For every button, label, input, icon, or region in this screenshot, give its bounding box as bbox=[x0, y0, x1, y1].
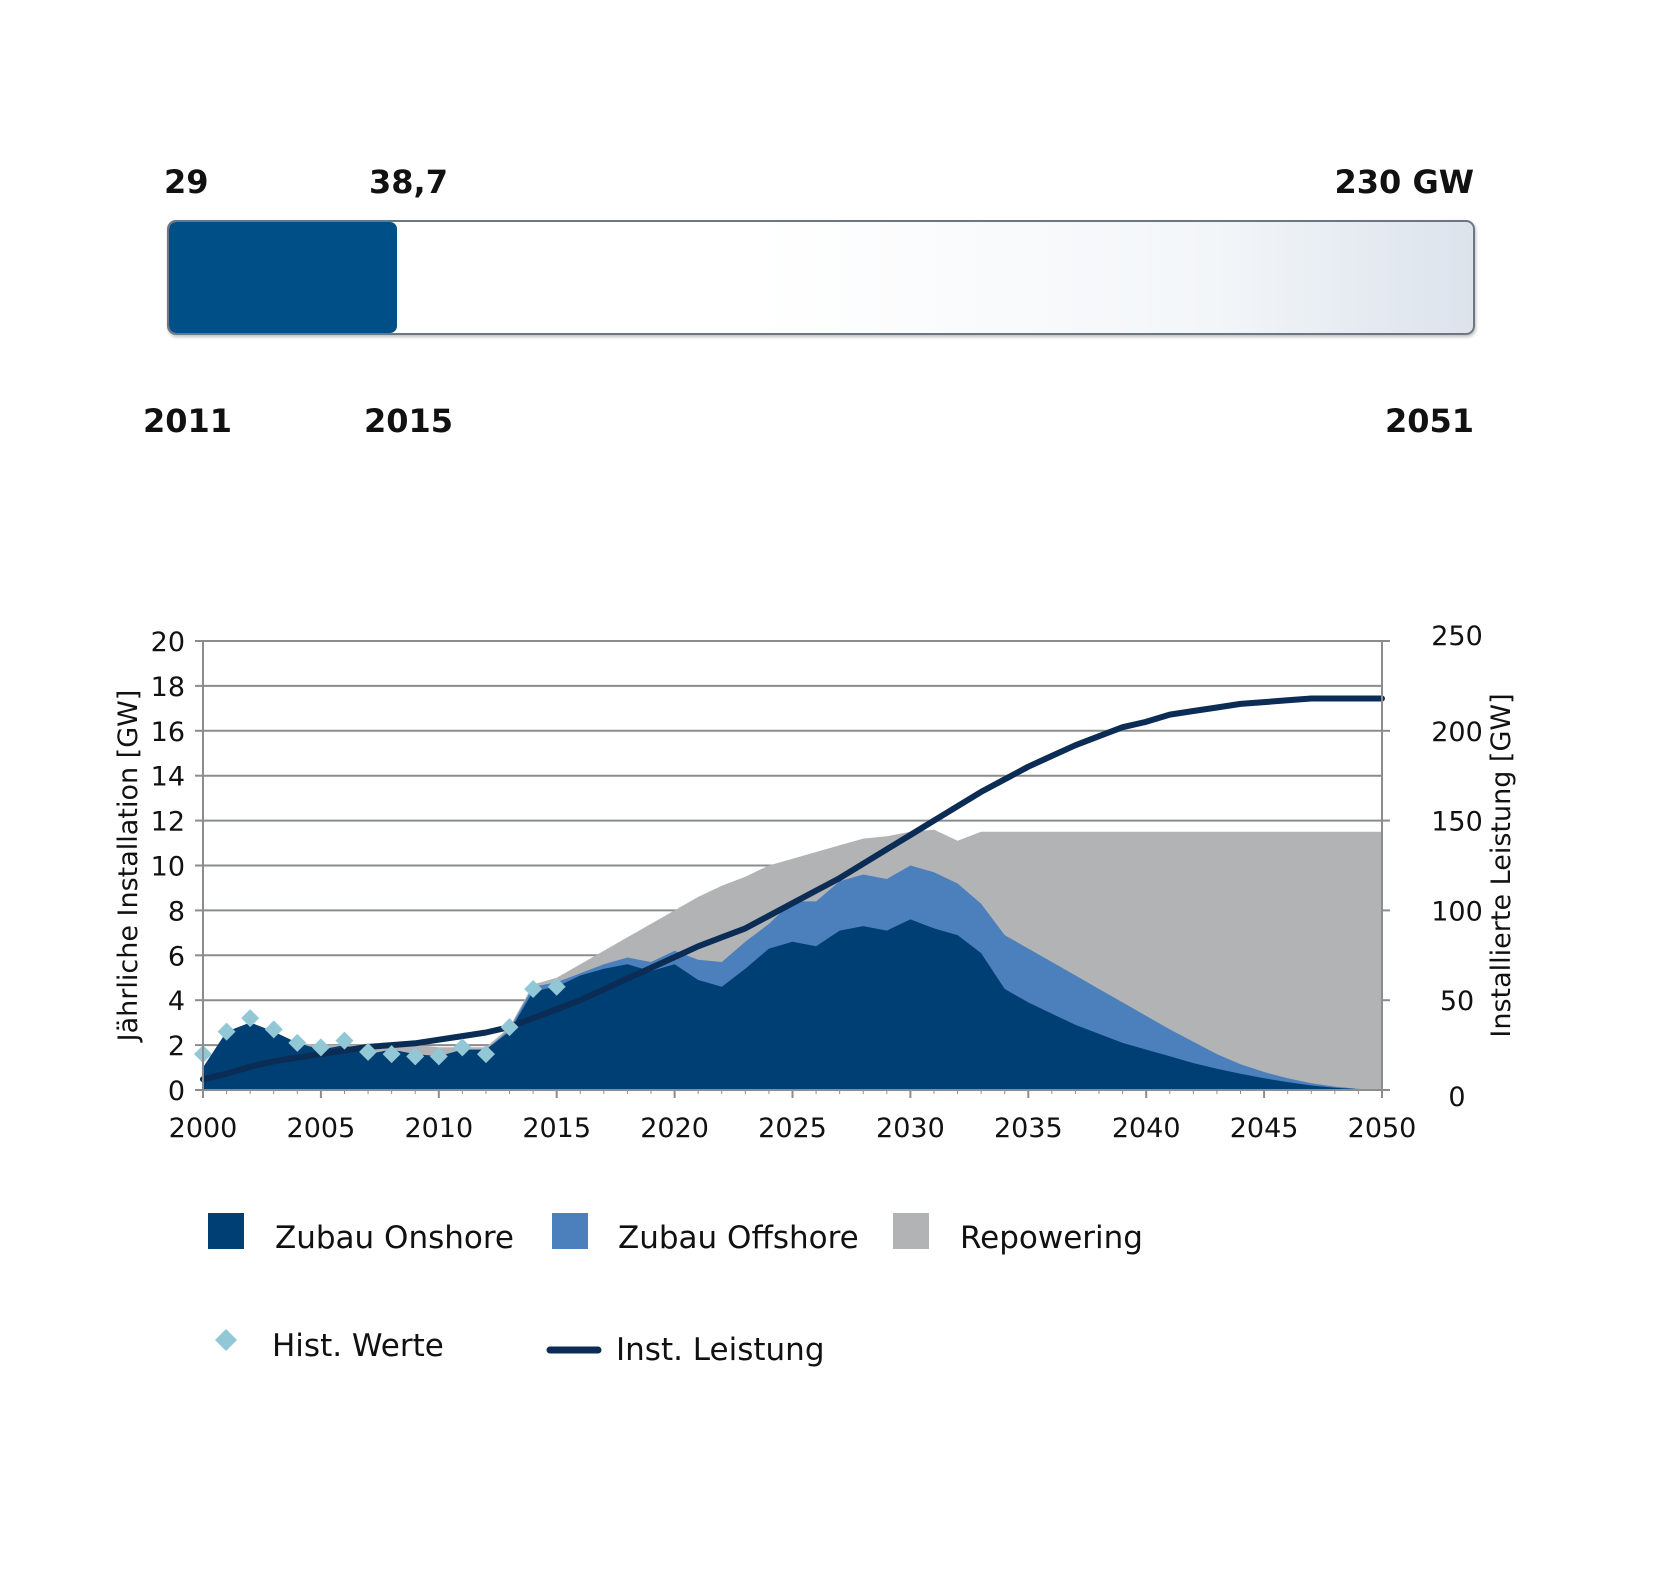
legend-label-zubau-onshore: Zubau Onshore bbox=[275, 1220, 514, 1256]
current-year-label: 2015 bbox=[364, 402, 454, 440]
hist-werte-point bbox=[217, 1022, 236, 1041]
legend-swatch-repowering bbox=[893, 1213, 929, 1249]
hist-werte-point bbox=[311, 1038, 330, 1057]
legend-swatch-zubau-offshore bbox=[552, 1213, 588, 1249]
line-inst-leistung bbox=[200, 695, 1385, 1083]
legend-label-zubau-offshore: Zubau Offshore bbox=[618, 1220, 859, 1256]
x-tick-label: 2000 bbox=[169, 1113, 238, 1144]
right-tick-label: 150 bbox=[1431, 807, 1483, 838]
hist-werte-point bbox=[406, 1047, 425, 1066]
x-tick-label: 2005 bbox=[287, 1113, 356, 1144]
hist-werte-point bbox=[335, 1031, 354, 1050]
capacity-progress-fill bbox=[169, 222, 397, 333]
x-tick-label: 2050 bbox=[1348, 1113, 1417, 1144]
legend-label-hist-werte: Hist. Werte bbox=[272, 1328, 444, 1364]
start-year-label: 2011 bbox=[143, 402, 233, 440]
hist-werte-point bbox=[524, 979, 543, 998]
left-tick-label: 18 bbox=[151, 672, 185, 703]
x-tick-label: 2030 bbox=[876, 1113, 945, 1144]
start-value-label: 29 bbox=[164, 163, 209, 201]
x-tick-label: 2035 bbox=[994, 1113, 1063, 1144]
hist-werte-point bbox=[547, 977, 566, 996]
x-tick-label: 2015 bbox=[522, 1113, 591, 1144]
legend-label-repowering: Repowering bbox=[960, 1220, 1143, 1256]
left-tick-label: 6 bbox=[168, 941, 185, 972]
right-tick-label: 100 bbox=[1431, 896, 1483, 927]
left-tick-label: 12 bbox=[151, 807, 185, 838]
left-tick-label: 8 bbox=[168, 896, 185, 927]
x-tick-label: 2010 bbox=[404, 1113, 473, 1144]
x-tick-label: 2040 bbox=[1112, 1113, 1181, 1144]
left-tick-label: 14 bbox=[151, 762, 185, 793]
right-tick-label: 250 bbox=[1431, 621, 1483, 652]
hist-werte-point bbox=[500, 1018, 519, 1037]
left-tick-label: 10 bbox=[151, 852, 185, 883]
hist-werte-point bbox=[476, 1045, 495, 1064]
right-tick-label: 50 bbox=[1440, 986, 1474, 1017]
hist-werte-point bbox=[288, 1033, 307, 1052]
hist-werte-point bbox=[241, 1009, 260, 1028]
current-value-label: 38,7 bbox=[369, 163, 448, 201]
legend-swatch-zubau-onshore bbox=[208, 1213, 244, 1249]
hist-werte-point bbox=[382, 1045, 401, 1064]
left-tick-label: 0 bbox=[168, 1076, 185, 1107]
right-tick-label: 200 bbox=[1431, 717, 1483, 748]
left-tick-label: 4 bbox=[168, 986, 185, 1017]
target-year-label: 2051 bbox=[1384, 402, 1474, 440]
x-tick-label: 2025 bbox=[758, 1113, 827, 1144]
right-tick-label: 0 bbox=[1448, 1082, 1465, 1113]
area-zubau-onshore bbox=[203, 919, 1382, 1090]
hist-werte-point bbox=[429, 1047, 448, 1066]
x-tick-label: 2045 bbox=[1230, 1113, 1299, 1144]
hist-werte-point bbox=[359, 1042, 378, 1061]
legend-label-inst-leistung: Inst. Leistung bbox=[616, 1332, 825, 1368]
left-tick-label: 2 bbox=[168, 1031, 185, 1062]
capacity-progress-bar bbox=[167, 220, 1475, 335]
hist-werte-point bbox=[453, 1038, 472, 1057]
target-value-label: 230 GW bbox=[1334, 163, 1475, 201]
hist-werte-point bbox=[264, 1020, 283, 1039]
legend-swatch-hist-werte bbox=[215, 1329, 237, 1351]
x-tick-label: 2020 bbox=[640, 1113, 709, 1144]
y-left-axis-title: Jährliche Installation [GW] bbox=[113, 690, 144, 1044]
y-right-axis-title: Installierte Leistung [GW] bbox=[1486, 693, 1517, 1037]
left-tick-label: 20 bbox=[151, 627, 185, 658]
left-tick-label: 16 bbox=[151, 717, 185, 748]
